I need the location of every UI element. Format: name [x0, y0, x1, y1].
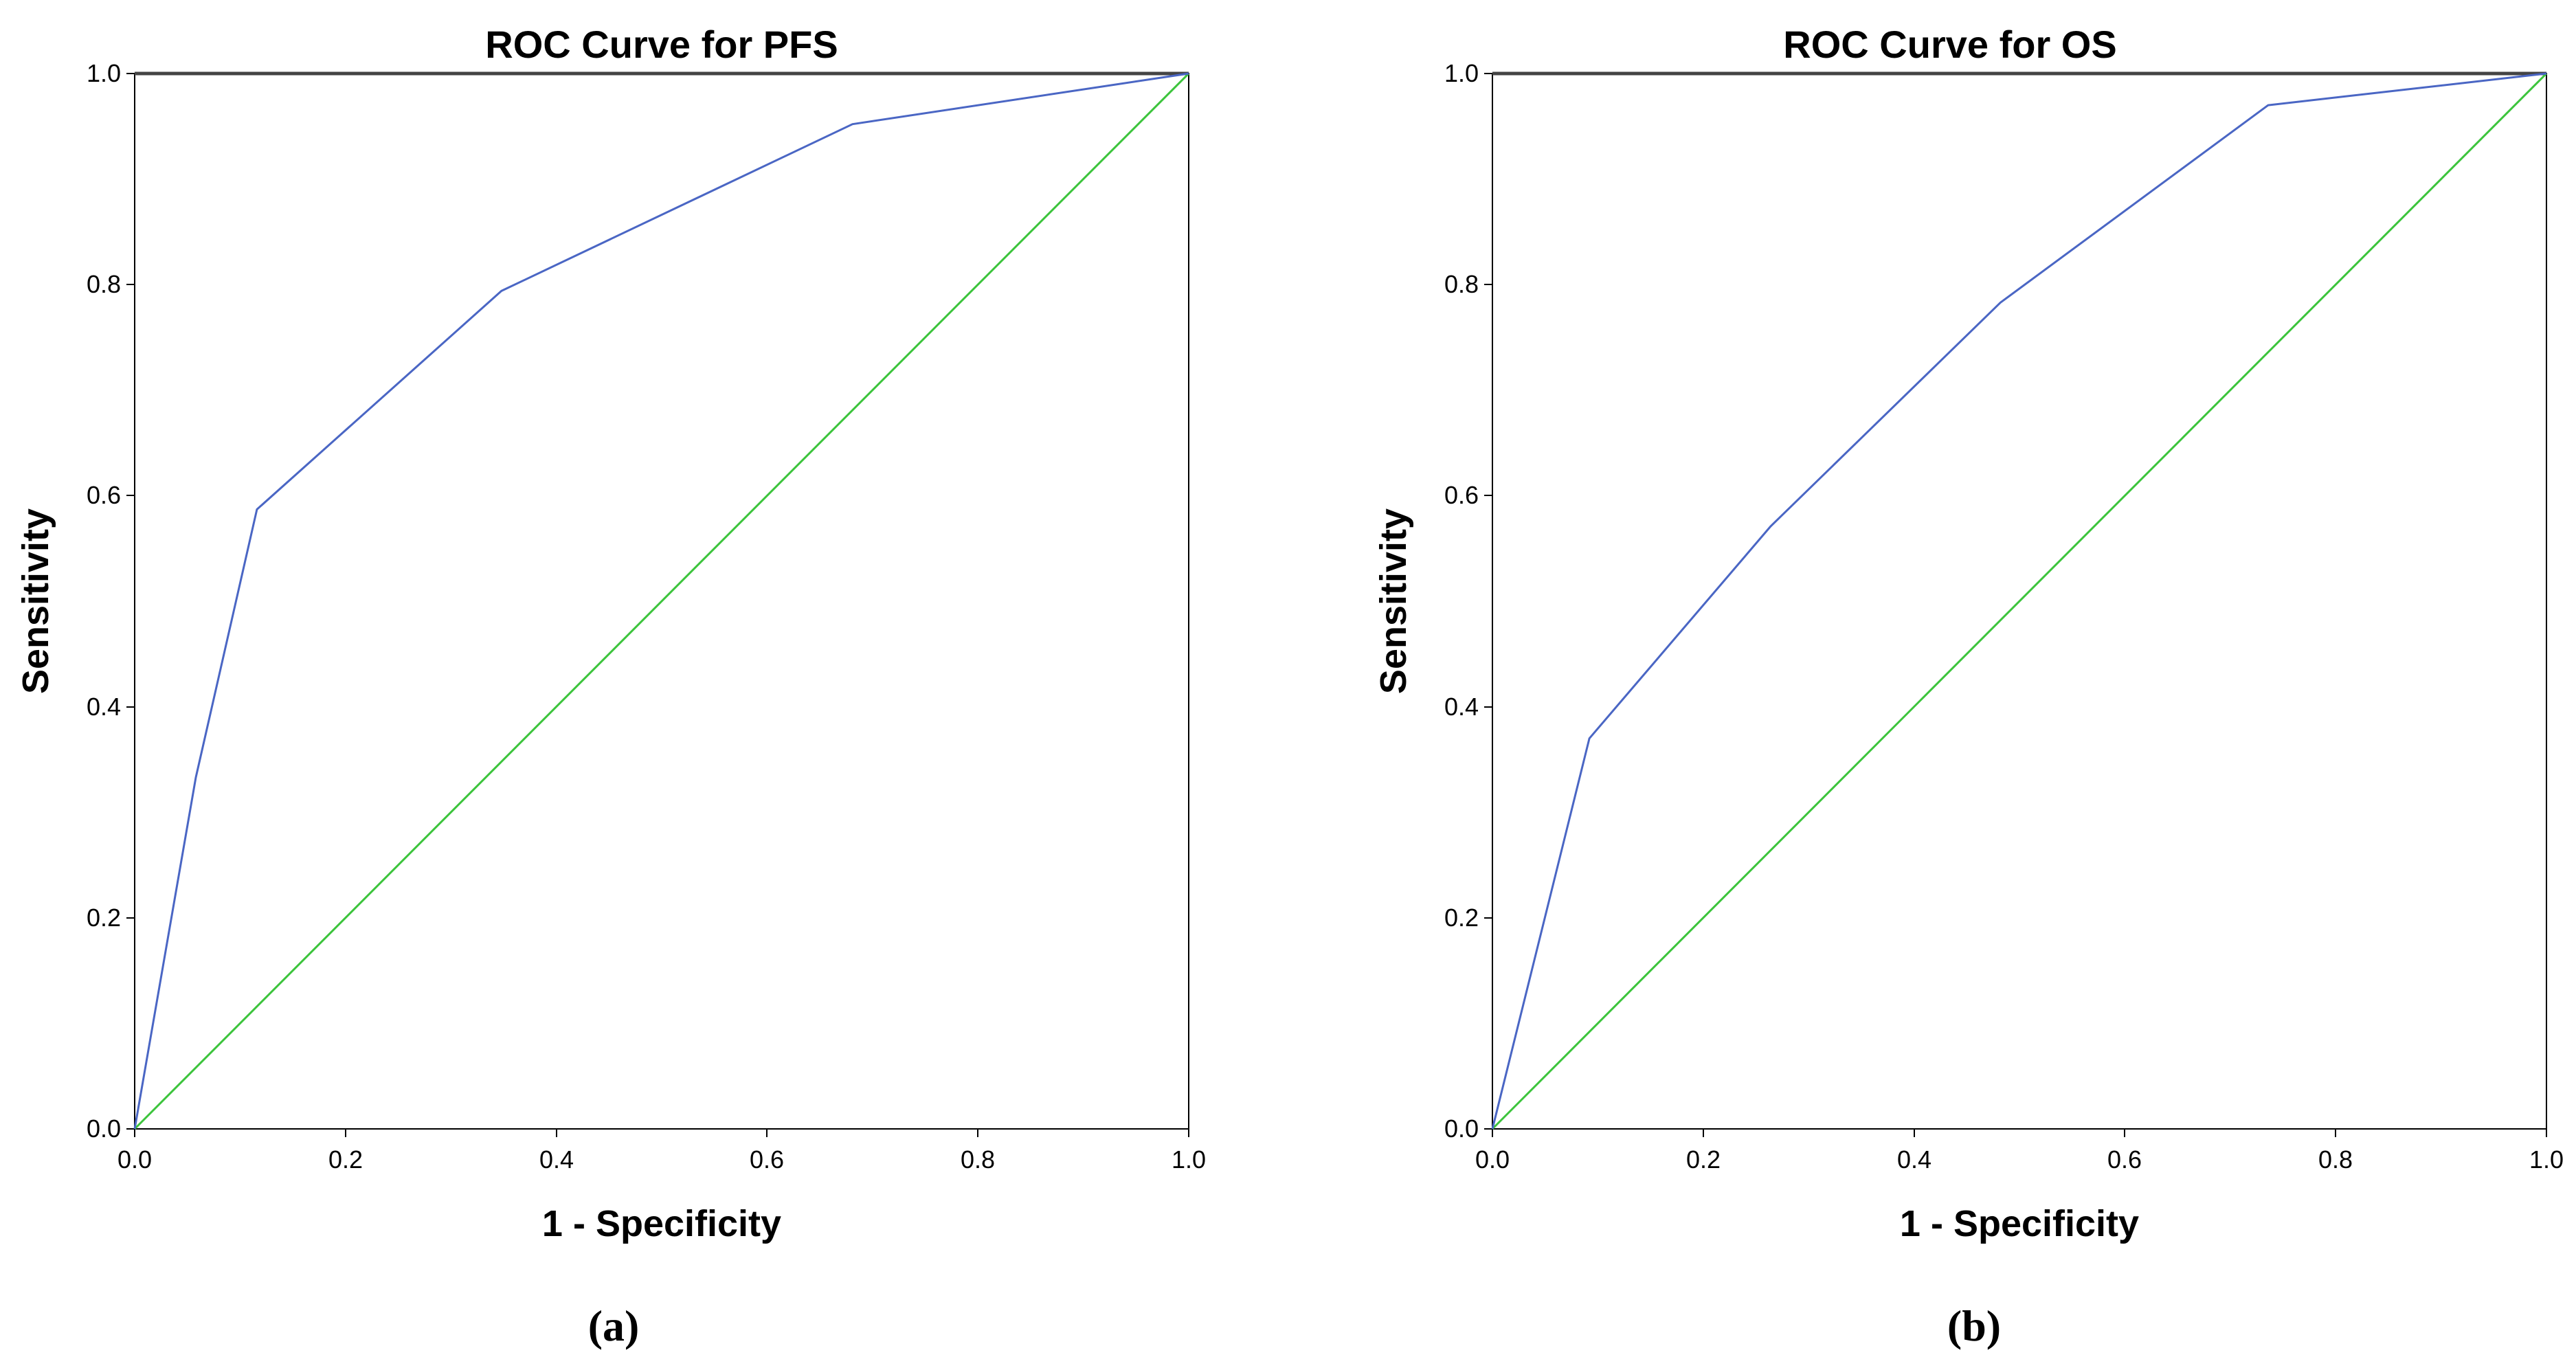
panel-b-reference-line [1491, 72, 2548, 1130]
panel-a-y-axis-label: Sensitivity [15, 508, 56, 694]
panel-a-x-axis-label: 1 - Specificity [542, 1203, 781, 1244]
panel-b-y-tick-label: 0.8 [1444, 270, 1479, 298]
panel-b-y-tick-label: 0.2 [1444, 904, 1479, 932]
panel-b-y-tick-label: 1.0 [1444, 59, 1479, 87]
panel-b-x-axis: 0.0 0.2 0.4 0.6 0.8 1.0 1 - Specificity [1475, 1129, 2564, 1244]
panel-b-x-tick-label: 0.8 [2318, 1145, 2353, 1174]
panel-b-y-tick-label: 0.0 [1444, 1114, 1479, 1143]
panel-a-y-tick-label: 0.0 [87, 1114, 121, 1143]
panel-a-x-tick-label: 0.8 [961, 1145, 995, 1174]
panel-b-x-tick-label: 0.2 [1686, 1145, 1721, 1174]
panel-b-y-tick-label: 0.6 [1444, 481, 1479, 509]
panel-a-y-tick-label: 0.2 [87, 904, 121, 932]
panel-a: ROC Curve for PFS 0.0 0.2 0.4 0.6 0.8 1.… [15, 23, 1206, 1350]
panel-a-y-tick-label: 0.8 [87, 270, 121, 298]
panel-a-x-tick-label: 0.2 [328, 1145, 363, 1174]
panel-b-caption: (b) [1947, 1301, 2001, 1350]
panel-a-x-tick-label: 1.0 [1172, 1145, 1206, 1174]
panel-b-y-tick-label: 0.4 [1444, 693, 1479, 721]
panel-b-title: ROC Curve for OS [1783, 23, 2116, 66]
panel-a-y-axis: 0.0 0.2 0.4 0.6 0.8 1.0 Sensitivity [15, 59, 135, 1143]
panel-a-x-tick-label: 0.0 [117, 1145, 152, 1174]
panel-b-x-tick-label: 0.4 [1897, 1145, 1931, 1174]
panel-a-y-tick-label: 0.4 [87, 693, 121, 721]
panel-a-y-tick-label: 0.6 [87, 481, 121, 509]
panel-a-y-tick-label: 1.0 [87, 59, 121, 87]
panel-b-y-axis: 0.0 0.2 0.4 0.6 0.8 1.0 Sensitivity [1373, 59, 1492, 1143]
panel-b: ROC Curve for OS 0.0 0.2 0.4 0.6 0.8 1.0… [1373, 23, 2564, 1350]
panel-b-x-tick-label: 0.6 [2107, 1145, 2142, 1174]
panel-a-x-axis: 0.0 0.2 0.4 0.6 0.8 1.0 1 - Specificity [117, 1129, 1206, 1244]
panel-a-caption: (a) [588, 1301, 640, 1350]
panel-a-reference-line [133, 72, 1190, 1130]
panel-a-x-tick-label: 0.4 [539, 1145, 574, 1174]
panel-b-roc-curve [1491, 72, 2547, 1130]
panel-a-title: ROC Curve for PFS [485, 23, 838, 66]
panel-b-x-tick-label: 1.0 [2529, 1145, 2564, 1174]
panel-a-x-tick-label: 0.6 [750, 1145, 784, 1174]
panel-b-x-tick-label: 0.0 [1475, 1145, 1510, 1174]
panel-b-y-axis-label: Sensitivity [1373, 508, 1414, 694]
panel-a-roc-curve [133, 72, 1189, 1130]
panel-b-x-axis-label: 1 - Specificity [1900, 1203, 2139, 1244]
